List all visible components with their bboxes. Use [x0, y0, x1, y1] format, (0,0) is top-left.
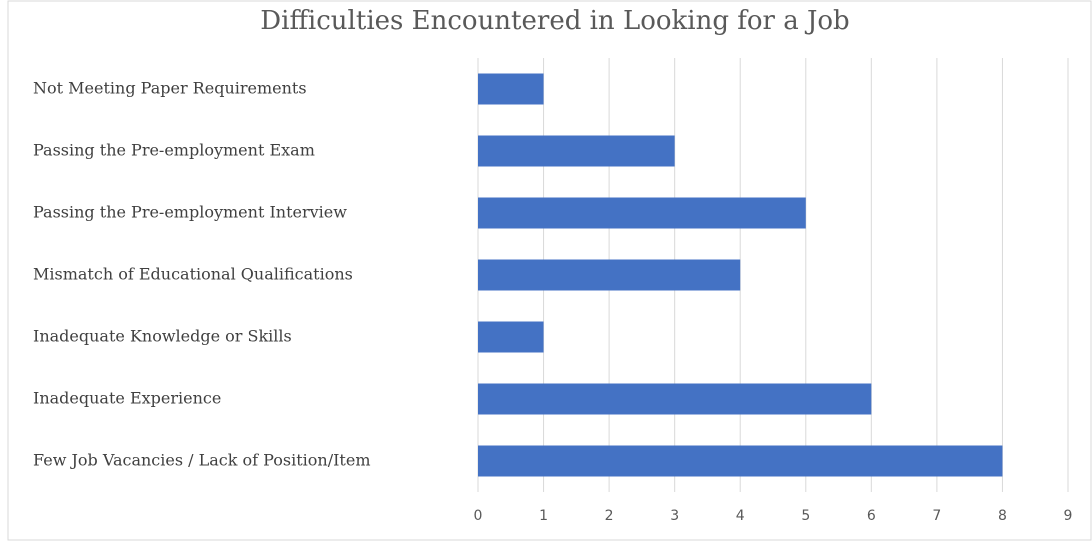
x-tick-label: 6 — [867, 508, 876, 524]
y-tick-label: Few Job Vacancies / Lack of Position/Ite… — [33, 451, 371, 470]
x-tick-label: 2 — [605, 508, 614, 524]
x-tick-label: 4 — [736, 508, 745, 524]
x-tick-label: 1 — [539, 508, 548, 524]
y-tick-label: Inadequate Knowledge or Skills — [33, 327, 292, 346]
y-tick-label: Passing the Pre-employment Exam — [33, 141, 315, 160]
y-tick-label: Passing the Pre-employment Interview — [33, 203, 347, 222]
bar — [478, 321, 544, 353]
chart-title: Difficulties Encountered in Looking for … — [260, 6, 849, 36]
x-tick-label: 5 — [801, 508, 810, 524]
x-tick-label: 3 — [670, 508, 679, 524]
x-tick-label: 7 — [932, 508, 941, 524]
y-tick-label: Not Meeting Paper Requirements — [33, 79, 307, 98]
x-tick-label: 9 — [1064, 508, 1073, 524]
y-tick-label: Inadequate Experience — [33, 389, 221, 408]
bar — [478, 259, 741, 291]
bar — [478, 135, 675, 167]
x-tick-label: 0 — [474, 508, 483, 524]
bar — [478, 383, 872, 415]
bar — [478, 197, 806, 229]
bar — [478, 445, 1003, 477]
x-tick-label: 8 — [998, 508, 1007, 524]
bar — [478, 73, 544, 105]
y-tick-label: Mismatch of Educational Qualifications — [33, 265, 353, 284]
